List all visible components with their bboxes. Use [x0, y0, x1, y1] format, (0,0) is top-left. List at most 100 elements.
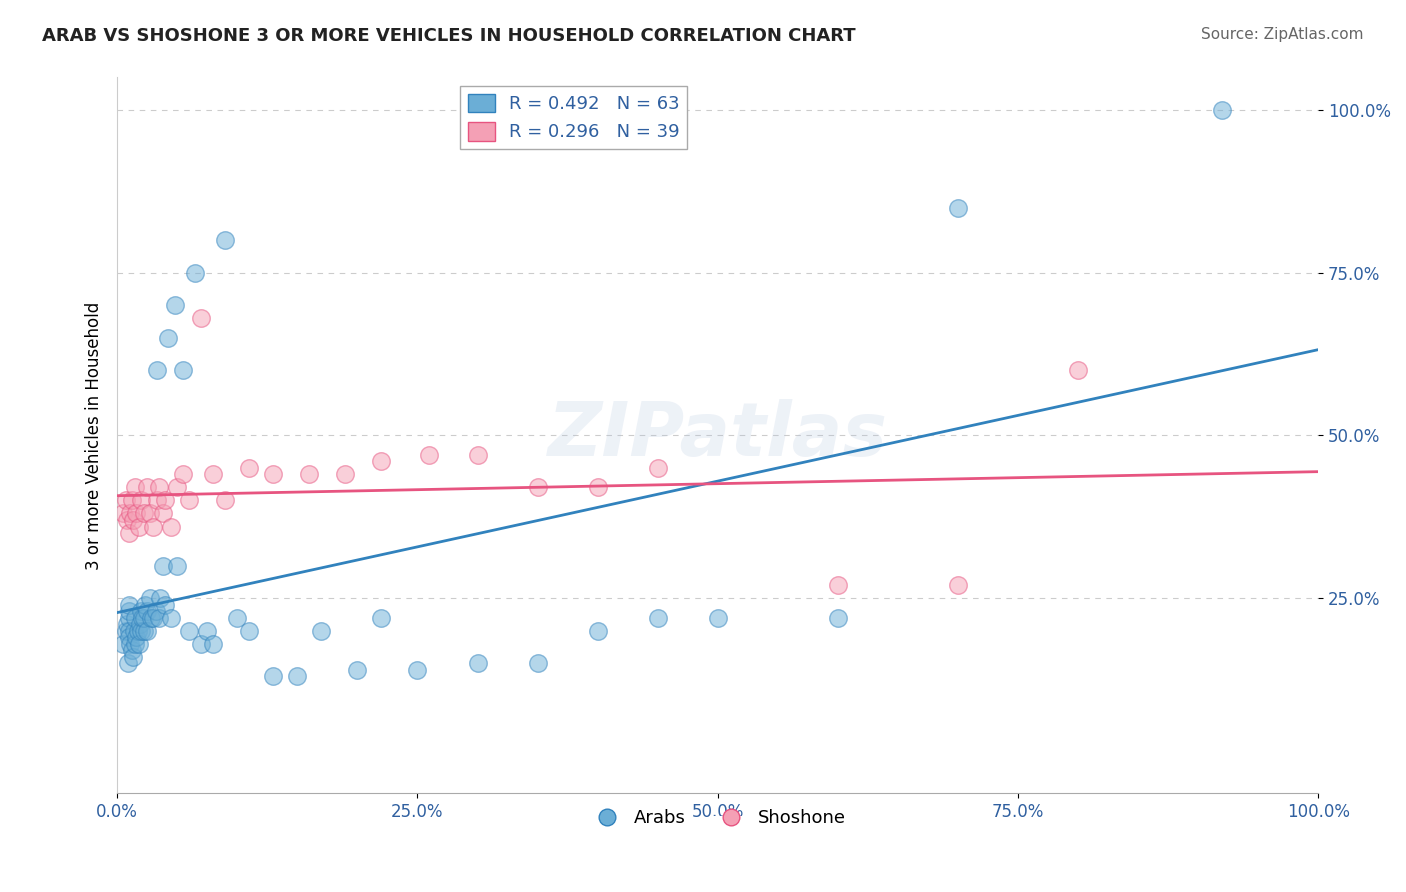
- Point: [706, 610, 728, 624]
- Point: [114, 493, 136, 508]
- Point: [586, 480, 609, 494]
- Point: [136, 624, 159, 638]
- Point: [190, 311, 212, 326]
- Point: [160, 610, 183, 624]
- Point: [125, 507, 148, 521]
- Point: [129, 624, 152, 638]
- Point: [112, 507, 135, 521]
- Y-axis label: 3 or more Vehicles in Household: 3 or more Vehicles in Household: [86, 301, 103, 569]
- Point: [128, 519, 150, 533]
- Point: [238, 461, 260, 475]
- Point: [120, 507, 142, 521]
- Point: [145, 604, 167, 618]
- Point: [118, 598, 141, 612]
- Point: [467, 448, 489, 462]
- Point: [121, 643, 143, 657]
- Point: [647, 461, 669, 475]
- Point: [467, 656, 489, 670]
- Point: [202, 467, 225, 482]
- Point: [132, 507, 155, 521]
- Point: [129, 493, 152, 508]
- Point: [370, 610, 392, 624]
- Point: [155, 493, 177, 508]
- Text: ARAB VS SHOSHONE 3 OR MORE VEHICLES IN HOUSEHOLD CORRELATION CHART: ARAB VS SHOSHONE 3 OR MORE VEHICLES IN H…: [42, 27, 856, 45]
- Point: [160, 519, 183, 533]
- Point: [526, 656, 548, 670]
- Point: [124, 480, 146, 494]
- Point: [127, 624, 149, 638]
- Point: [418, 448, 440, 462]
- Point: [647, 610, 669, 624]
- Point: [118, 624, 141, 638]
- Point: [190, 637, 212, 651]
- Point: [946, 201, 969, 215]
- Point: [122, 624, 145, 638]
- Point: [125, 630, 148, 644]
- Point: [118, 630, 141, 644]
- Point: [172, 467, 194, 482]
- Text: Source: ZipAtlas.com: Source: ZipAtlas.com: [1201, 27, 1364, 42]
- Point: [298, 467, 321, 482]
- Point: [138, 591, 160, 606]
- Point: [148, 610, 170, 624]
- Legend: Arabs, Shoshone: Arabs, Shoshone: [582, 802, 853, 834]
- Point: [148, 480, 170, 494]
- Point: [262, 669, 284, 683]
- Point: [139, 610, 162, 624]
- Point: [155, 598, 177, 612]
- Point: [129, 604, 152, 618]
- Point: [146, 363, 169, 377]
- Point: [152, 558, 174, 573]
- Point: [132, 624, 155, 638]
- Point: [121, 649, 143, 664]
- Point: [214, 233, 236, 247]
- Point: [134, 598, 156, 612]
- Point: [142, 519, 165, 533]
- Point: [129, 617, 152, 632]
- Point: [184, 266, 207, 280]
- Point: [118, 610, 141, 624]
- Point: [827, 610, 849, 624]
- Point: [179, 493, 201, 508]
- Point: [285, 669, 308, 683]
- Point: [946, 578, 969, 592]
- Point: [226, 610, 249, 624]
- Point: [149, 591, 172, 606]
- Point: [179, 624, 201, 638]
- Point: [166, 480, 188, 494]
- Point: [138, 507, 160, 521]
- Point: [117, 656, 139, 670]
- Point: [262, 467, 284, 482]
- Point: [238, 624, 260, 638]
- Point: [214, 493, 236, 508]
- Point: [121, 513, 143, 527]
- Point: [156, 331, 179, 345]
- Point: [166, 558, 188, 573]
- Point: [311, 624, 333, 638]
- Point: [1211, 103, 1233, 117]
- Point: [136, 604, 159, 618]
- Point: [172, 363, 194, 377]
- Point: [112, 637, 135, 651]
- Point: [124, 610, 146, 624]
- Point: [146, 493, 169, 508]
- Point: [120, 637, 142, 651]
- Point: [132, 610, 155, 624]
- Point: [118, 526, 141, 541]
- Point: [195, 624, 218, 638]
- Point: [163, 298, 186, 312]
- Point: [115, 513, 138, 527]
- Point: [115, 617, 138, 632]
- Point: [406, 663, 429, 677]
- Point: [152, 507, 174, 521]
- Point: [335, 467, 357, 482]
- Point: [118, 604, 141, 618]
- Point: [370, 454, 392, 468]
- Point: [827, 578, 849, 592]
- Point: [1067, 363, 1090, 377]
- Point: [142, 610, 165, 624]
- Point: [586, 624, 609, 638]
- Point: [124, 637, 146, 651]
- Text: ZIPatlas: ZIPatlas: [548, 399, 887, 472]
- Point: [136, 480, 159, 494]
